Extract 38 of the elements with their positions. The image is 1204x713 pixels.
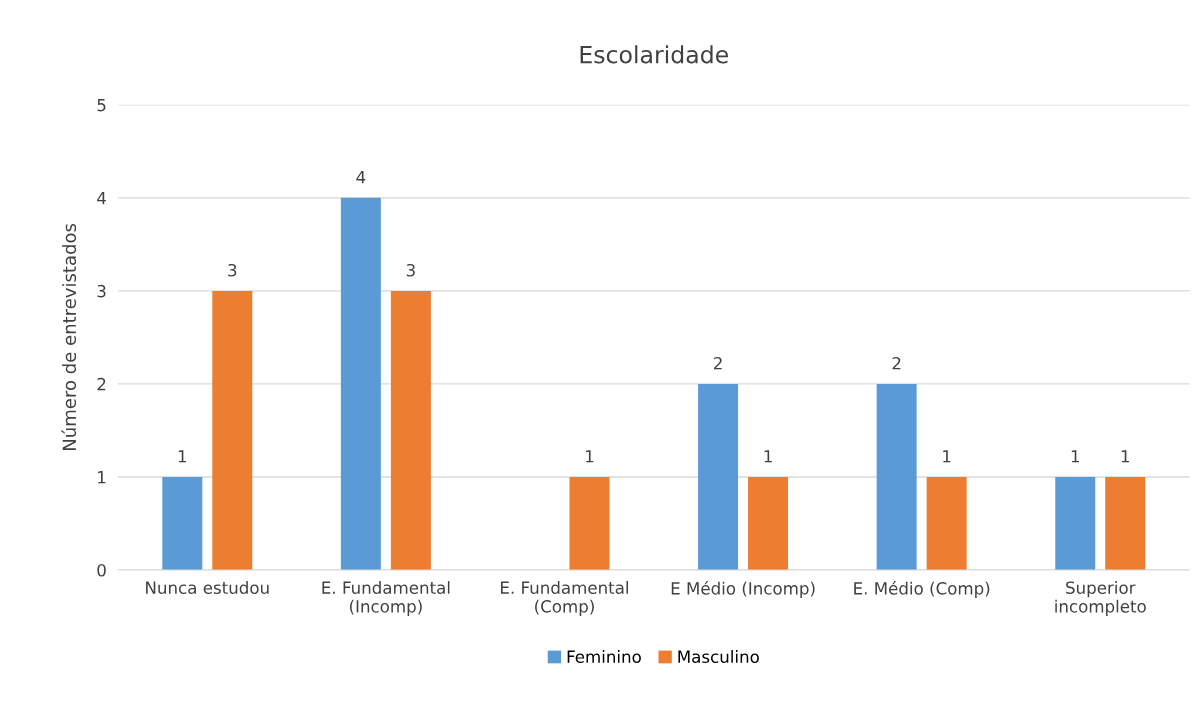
legend-label: Masculino (678, 650, 759, 663)
y-axis-title: Número de entrevistados (61, 223, 77, 450)
y-tick-label: 4 (97, 192, 106, 205)
data-label: 1 (1121, 450, 1130, 463)
x-tick-label: E. Fundamental (Comp) (501, 581, 628, 616)
bar (876, 383, 917, 570)
bar (748, 476, 789, 570)
data-label: 1 (764, 450, 772, 463)
bar (1105, 476, 1146, 570)
data-label: 4 (356, 171, 366, 184)
x-tick-label: E. Médio (Comp) (854, 581, 990, 598)
data-label: 3 (228, 263, 237, 277)
data-label: 1 (943, 450, 951, 463)
bar (162, 476, 203, 570)
y-tick-label: 5 (97, 98, 106, 112)
x-tick-label: E. Fundamental (Incomp) (322, 581, 450, 616)
data-label: 2 (713, 356, 722, 370)
bar (212, 290, 253, 570)
data-label: 2 (892, 356, 901, 370)
x-tick-label: Superior incompleto (1055, 581, 1146, 616)
y-tick-label: 2 (97, 377, 106, 391)
y-tick-label: 3 (97, 284, 106, 298)
data-label: 1 (1071, 450, 1080, 463)
bar (390, 290, 431, 570)
data-label: 1 (178, 450, 187, 463)
y-tick-label: 0 (97, 563, 106, 577)
data-label: 1 (586, 450, 594, 463)
bar (569, 476, 610, 570)
bar (698, 383, 739, 570)
bar (1055, 476, 1096, 570)
chart-title: Escolaridade (580, 45, 728, 64)
x-tick-label: E Médio (Incomp) (671, 581, 815, 598)
bar (926, 476, 967, 570)
legend-label: Feminino (567, 650, 641, 663)
bar (340, 197, 381, 570)
data-label: 3 (406, 263, 415, 277)
y-tick-label: 1 (98, 471, 106, 484)
x-tick-label: Nunca estudou (146, 581, 269, 594)
